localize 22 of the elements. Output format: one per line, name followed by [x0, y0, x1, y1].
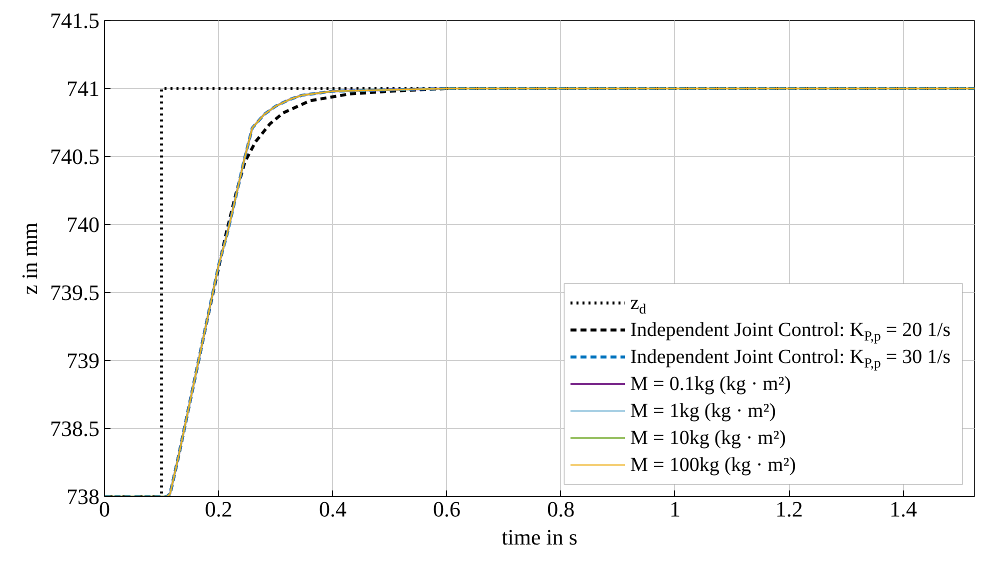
x-tick-label: 1.4	[889, 496, 917, 522]
y-tick-label: 740.5	[50, 144, 100, 169]
y-tick-label: 741	[66, 76, 100, 101]
x-axis-title: time in s	[502, 524, 578, 550]
legend-label: M = 100kg (kg · m²)	[630, 454, 796, 476]
x-tick-label: 1.2	[775, 496, 803, 522]
legend-label: M = 0.1kg (kg · m²)	[630, 373, 791, 395]
y-tick-label: 738	[66, 484, 100, 509]
x-tick-label: 0	[99, 496, 110, 522]
x-tick-label: 0.2	[204, 496, 232, 522]
x-tick-label: 1	[669, 496, 680, 522]
y-tick-label: 740	[66, 212, 100, 237]
x-tick-label: 0.6	[433, 496, 461, 522]
y-axis-title: z in mm	[17, 222, 42, 295]
y-tick-label: 739.5	[50, 280, 100, 305]
legend-label: M = 1kg (kg · m²)	[630, 400, 776, 422]
legend-label: M = 10kg (kg · m²)	[630, 427, 786, 449]
y-tick-label: 739	[66, 348, 100, 373]
y-tick-label: 738.5	[50, 416, 100, 441]
y-tick-label: 741.5	[50, 8, 100, 33]
x-tick-label: 0.8	[547, 496, 575, 522]
x-tick-label: 0.4	[318, 496, 346, 522]
